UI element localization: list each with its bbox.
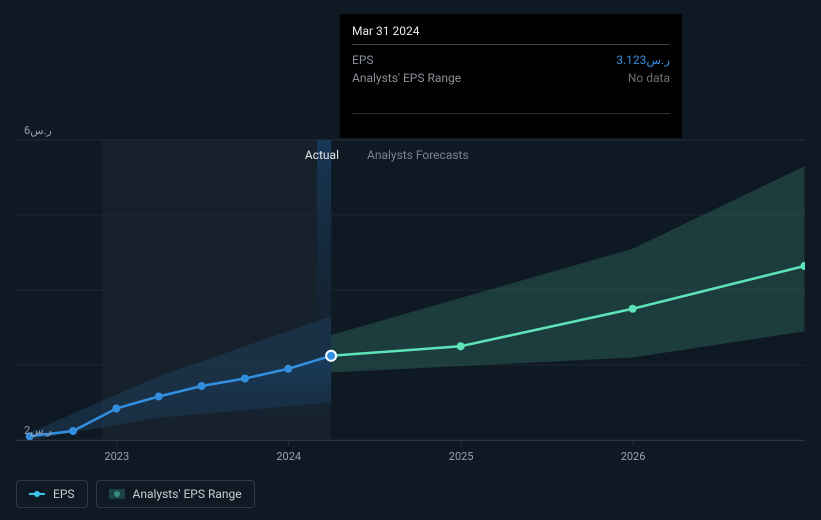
tooltip-row-eps: EPS ر.س3.123 bbox=[352, 51, 670, 69]
y-axis-label-bottom: ر.س2 bbox=[24, 424, 52, 437]
tooltip-label: EPS bbox=[352, 51, 374, 69]
y-axis-label-top: ر.س6 bbox=[24, 124, 52, 137]
x-axis-tick-label: 2026 bbox=[621, 450, 646, 463]
x-axis-tick-label: 2023 bbox=[104, 450, 129, 463]
chart-legend: EPS Analysts' EPS Range bbox=[16, 480, 255, 508]
legend-label: EPS bbox=[53, 487, 75, 501]
tooltip-title: Mar 31 2024 bbox=[352, 24, 670, 38]
legend-swatch bbox=[29, 491, 45, 497]
x-axis-tick-label: 2025 bbox=[449, 450, 474, 463]
tooltip-row-range: Analysts' EPS Range No data bbox=[352, 69, 670, 87]
legend-item-range[interactable]: Analysts' EPS Range bbox=[96, 480, 255, 508]
tooltip-label: Analysts' EPS Range bbox=[352, 69, 461, 87]
section-label-forecast: Analysts Forecasts bbox=[367, 148, 469, 162]
tooltip-value: No data bbox=[628, 69, 670, 87]
x-axis-tick-label: 2024 bbox=[276, 450, 301, 463]
legend-item-eps[interactable]: EPS bbox=[16, 480, 88, 508]
chart-tooltip: Mar 31 2024 EPS ر.س3.123 Analysts' EPS R… bbox=[340, 14, 682, 138]
tooltip-value: ر.س3.123 bbox=[616, 51, 670, 69]
legend-swatch bbox=[109, 489, 125, 499]
section-label-actual: Actual bbox=[305, 148, 339, 162]
legend-label: Analysts' EPS Range bbox=[133, 487, 242, 501]
